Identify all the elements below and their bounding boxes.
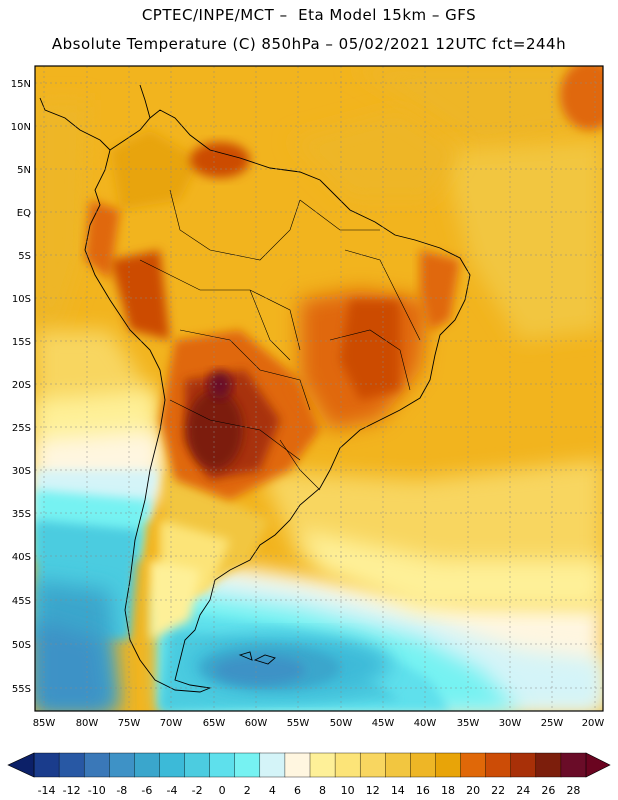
- colorbar-label: 26: [541, 784, 555, 797]
- lat-label: 5S: [18, 251, 31, 262]
- colorbar-low-arrow: [7, 752, 35, 778]
- lat-label: 15S: [12, 337, 31, 348]
- colorbar-label: 4: [269, 784, 276, 797]
- colorbar-cell: [309, 752, 336, 778]
- colorbar-label: 22: [491, 784, 505, 797]
- colorbar-cell: [33, 752, 60, 778]
- colorbar-cell: [334, 752, 361, 778]
- colorbar-cell: [83, 752, 110, 778]
- lat-label: 10S: [12, 294, 31, 305]
- lon-label: 25W: [541, 718, 564, 729]
- lat-label: 25S: [12, 423, 31, 434]
- lat-label: 55S: [12, 684, 31, 695]
- colorbar-label: 12: [366, 784, 380, 797]
- colorbar-label: 8: [319, 784, 326, 797]
- colorbar-label: 24: [516, 784, 530, 797]
- lon-label: 85W: [33, 718, 56, 729]
- lat-label: 30S: [12, 466, 31, 477]
- lon-label: 80W: [76, 718, 99, 729]
- colorbar-cell: [184, 752, 211, 778]
- colorbar-label: 16: [416, 784, 430, 797]
- colorbar-cell: [234, 752, 261, 778]
- colorbar-label: -12: [63, 784, 81, 797]
- colorbar-label: -6: [141, 784, 152, 797]
- chart-title-line-1: CPTEC/INPE/MCT – Eta Model 15km – GFS: [141, 6, 477, 24]
- longitude-labels: 85W 80W 75W 70W 65W 60W 55W 50W 45W 40W …: [33, 718, 605, 729]
- colorbar-label: -2: [192, 784, 203, 797]
- lon-label: 60W: [245, 718, 268, 729]
- colorbar-cell: [209, 752, 236, 778]
- lat-label: 10N: [11, 122, 31, 133]
- colorbar-label: 0: [219, 784, 226, 797]
- colorbar-cell: [410, 752, 436, 778]
- lon-label: 65W: [203, 718, 226, 729]
- colorbar-cell: [485, 752, 512, 778]
- colorbar-cell: [284, 752, 311, 778]
- colorbar-cell: [460, 752, 487, 778]
- latitude-labels: 15N 10N 5N EQ 5S 10S 15S 20S 25S 30S 35S…: [11, 79, 31, 695]
- chart-title-line-2: Absolute Temperature (C) 850hPa – 05/02/…: [51, 35, 567, 53]
- colorbar-cell: [109, 752, 135, 778]
- colorbar-label: -10: [88, 784, 106, 797]
- lon-label: 20W: [582, 718, 605, 729]
- colorbar-label: 28: [566, 784, 580, 797]
- lon-label: 50W: [330, 718, 353, 729]
- lat-label: 40S: [12, 552, 31, 563]
- colorbar-cell: [435, 752, 462, 778]
- lon-label: 35W: [457, 718, 480, 729]
- lat-label: 35S: [12, 509, 31, 520]
- temperature-field: [35, 66, 603, 711]
- colorbar-labels: -14 -12 -10 -8 -6 -4 -2 0 2 4 6 8 10 12 14 16 18 20 22 24 26…: [38, 784, 581, 797]
- colorbar-cell: [560, 752, 587, 778]
- colorbar-cell: [134, 752, 160, 778]
- lat-label: 45S: [12, 596, 31, 607]
- colorbar-cell: [58, 752, 85, 778]
- lat-label: 5N: [17, 165, 31, 176]
- colorbar-cell: [385, 752, 411, 778]
- lat-label: EQ: [17, 208, 31, 219]
- colorbar-label: -8: [116, 784, 127, 797]
- colorbar-high-arrow: [585, 752, 611, 778]
- lon-label: 55W: [287, 718, 310, 729]
- map-frame: [34, 65, 604, 712]
- lat-label: 15N: [11, 79, 31, 90]
- colorbar-cell: [259, 752, 286, 778]
- lat-label: 20S: [12, 380, 31, 391]
- lon-label: 75W: [118, 718, 141, 729]
- colorbar-label: 20: [466, 784, 480, 797]
- lon-label: 70W: [160, 718, 183, 729]
- colorbar-cell: [359, 752, 386, 778]
- colorbar-cells: [33, 752, 587, 778]
- colorbar-cell: [535, 752, 562, 778]
- colorbar-label: 6: [294, 784, 301, 797]
- colorbar-label: 10: [341, 784, 355, 797]
- colorbar-label: -4: [167, 784, 178, 797]
- lat-label: 50S: [12, 640, 31, 651]
- colorbar-label: 2: [244, 784, 251, 797]
- colorbar-label: 18: [441, 784, 455, 797]
- lon-label: 45W: [372, 718, 395, 729]
- colorbar-cell: [159, 752, 186, 778]
- colorbar-label: -14: [38, 784, 56, 797]
- colorbar-cell: [510, 752, 537, 778]
- lon-label: 30W: [499, 718, 522, 729]
- lon-label: 40W: [414, 718, 437, 729]
- colorbar-label: 14: [391, 784, 405, 797]
